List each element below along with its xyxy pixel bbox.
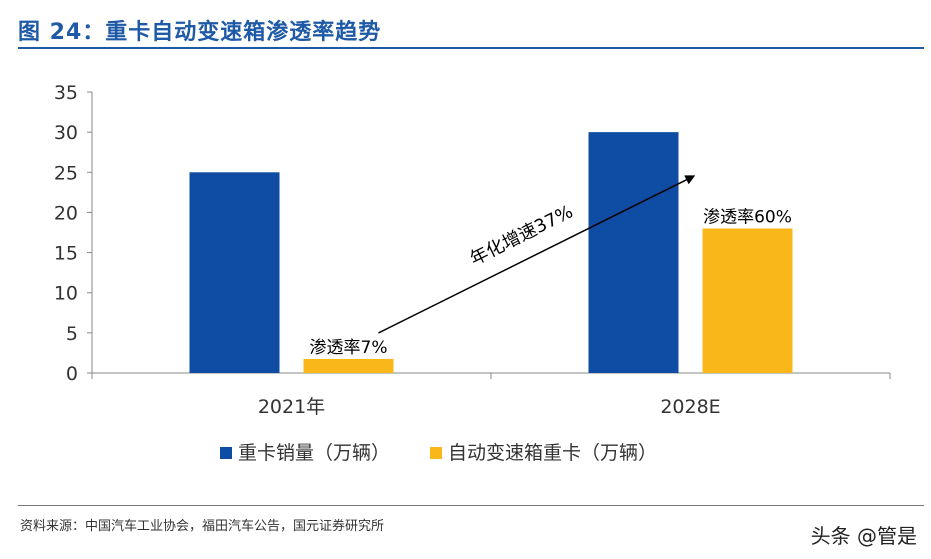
watermark: 头条 @管是: [810, 524, 917, 548]
bar-amt-heavy-truck-0: [303, 358, 394, 373]
legend: 重卡销量（万辆） 自动变速箱重卡（万辆）: [220, 442, 657, 464]
bar-amt-heavy-truck-1: [702, 228, 793, 373]
x-axis: 2021年 2028E: [91, 372, 891, 418]
x-tick-label: 2021年: [258, 396, 325, 418]
legend-swatch-1: [430, 447, 442, 459]
y-tick-label: 35: [54, 82, 78, 104]
bars: [189, 132, 793, 373]
y-tick-label: 30: [54, 122, 78, 144]
figure-title: 图 24：重卡自动变速箱渗透率趋势: [18, 20, 382, 45]
y-tick-label: 0: [66, 363, 78, 385]
penetration-label-1: 渗透率60%: [703, 207, 792, 227]
source-note: 资料来源：中国汽车工业协会，福田汽车公告，国元证券研究所: [20, 519, 385, 534]
legend-swatch-0: [220, 447, 232, 459]
growth-arrow: [378, 175, 696, 334]
legend-label-0: 重卡销量（万辆）: [238, 442, 390, 464]
x-tick-label: 2028E: [660, 396, 720, 418]
source-rule: [18, 505, 924, 506]
legend-label-1: 自动变速箱重卡（万辆）: [448, 442, 657, 464]
y-tick-label: 5: [66, 323, 78, 345]
title-rule: [18, 47, 924, 49]
growth-rate-label: 年化增速37%: [467, 201, 577, 270]
y-tick-label: 15: [54, 243, 78, 265]
penetration-label-0: 渗透率7%: [310, 338, 388, 358]
bar-heavy-truck-sales-0: [189, 172, 280, 373]
y-tick-label: 20: [54, 202, 78, 224]
y-tick-label: 10: [54, 283, 78, 305]
bar-heavy-truck-sales-1: [588, 132, 679, 373]
chart: 0 5 10 15 20 25 30 35 2021年 2028E 渗透率7% 渗透率60% 年化增…: [54, 82, 891, 464]
y-axis: 0 5 10 15 20 25 30 35: [54, 82, 93, 385]
y-tick-label: 25: [54, 162, 78, 184]
